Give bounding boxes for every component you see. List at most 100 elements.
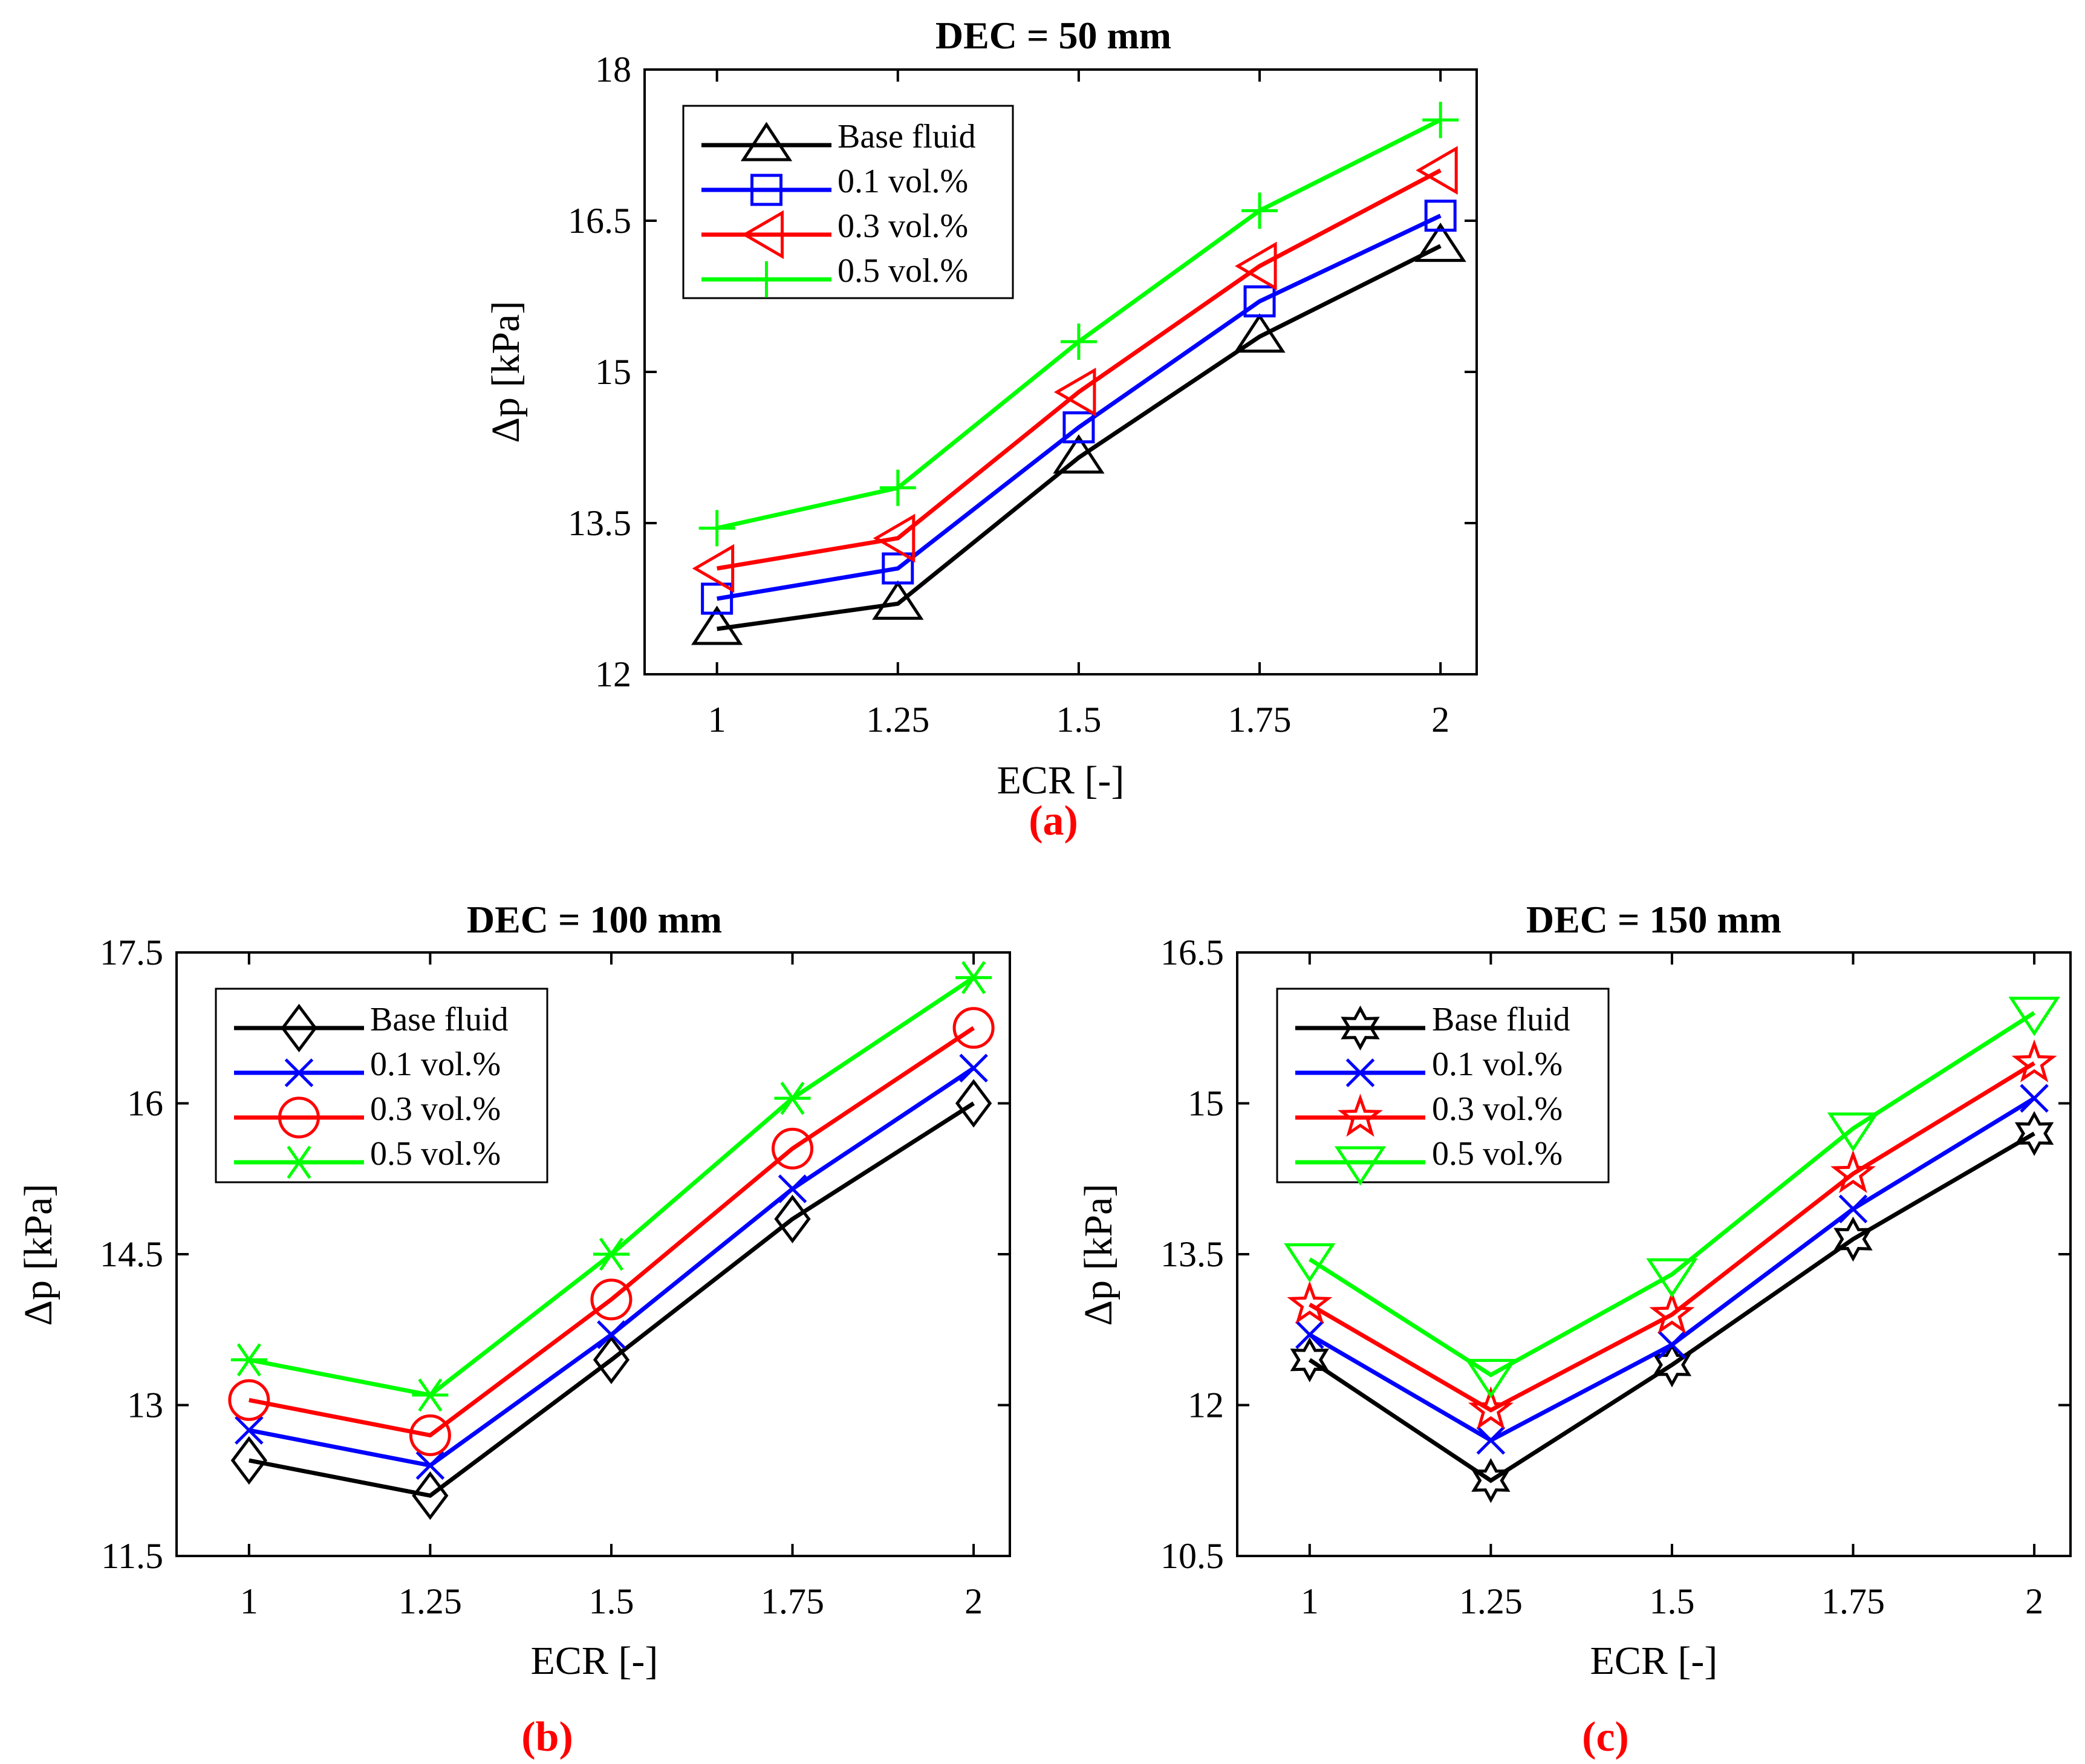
y-tick-label: 12 [595,654,631,694]
x-tick-label: 2 [2025,1581,2043,1621]
data-point-marker [2008,997,2060,1037]
data-point-marker [955,961,992,995]
series-line [1309,1061,2035,1413]
legend-label-0-1-vol: 0.1 vol.% [1432,1046,1563,1083]
y-tick-label: 16.5 [1160,932,1224,972]
data-point-marker [1657,1330,1687,1359]
x-tick-label: 1.5 [588,1581,634,1621]
x-axis-label: ECR [-] [997,758,1125,802]
x-tick-label: 2 [964,1581,983,1621]
legend-label-base-fluid: Base fluid [1432,1001,1570,1038]
axis-ticks: 10.5 12 13.5 15 16.5 1 1.25 1.5 1.75 2 [1160,932,2070,1621]
data-point-marker [412,1378,449,1412]
data-point-marker [698,510,735,547]
series-base-fluid [230,1079,992,1520]
y-axis-label: Δp [kPa] [1076,1184,1121,1326]
data-point-marker [872,580,924,620]
data-point-marker [1833,1216,1873,1262]
panel-label-c: (c) [1582,1714,1629,1760]
y-tick-label: 15 [595,352,631,392]
y-tick-label: 13.5 [1160,1234,1224,1274]
legend-marker-sample [281,1003,317,1053]
legend-box [215,988,548,1183]
data-point-marker [590,1278,633,1321]
data-point-marker [597,1320,626,1349]
data-point-marker [230,1436,267,1485]
data-point-marker [415,1451,445,1480]
legend-label-0-3-vol: 0.3 vol.% [1432,1090,1563,1128]
legend-marker-sample [284,1058,314,1087]
data-point-marker [2011,1039,2057,1082]
data-point-marker [691,605,743,645]
y-tick-label: 13 [127,1385,163,1425]
axes-frame [175,951,1011,1557]
data-point-marker [1827,1112,1879,1152]
legend-marker-sample [740,122,793,161]
data-point-marker [1414,223,1466,262]
data-point-marker [959,1053,988,1083]
series-line [717,244,1442,631]
y-tick-label: 18 [595,50,631,90]
y-tick-label: 13.5 [568,503,631,543]
legend-label-0-3-vol: 0.3 vol.% [838,207,968,245]
legend-label-base-fluid: Base fluid [370,1001,509,1038]
data-point-marker [1060,324,1097,360]
data-point-marker [774,1081,811,1115]
data-point-marker [882,552,914,585]
y-tick-label: 16.5 [568,201,631,241]
series-line [1308,1011,2035,1378]
series-line [249,1101,975,1498]
data-point-marker [230,1343,267,1377]
legend: Base fluid 0.1 vol.% 0.3 vol.% 0.5 vol.% [682,105,1014,299]
series-0-5-vol- [230,961,992,1412]
data-point-marker [879,469,916,506]
series-0-5-vol- [698,102,1459,547]
series-0-1-vol- [235,1053,988,1480]
data-point-marker [1243,285,1276,317]
legend: Base fluid 0.1 vol.% 0.3 vol.% 0.5 vol.% [1276,988,1610,1186]
x-tick-label: 1.75 [1821,1581,1885,1621]
x-tick-label: 1.25 [398,1581,462,1621]
data-point-marker [772,1127,814,1170]
data-point-marker [1649,1290,1695,1334]
legend-box [682,105,1014,299]
series-line [717,168,1442,571]
y-axis-label: Δp [kPa] [484,301,528,443]
data-point-marker [1468,1386,1514,1430]
x-tick-label: 2 [1431,700,1449,740]
series-0-3-vol- [228,1007,995,1456]
data-point-marker [1471,1458,1511,1503]
data-point-marker [1422,102,1459,138]
legend-marker-sample [1334,1146,1387,1186]
data-point-marker [1416,146,1458,195]
data-point-marker [1053,434,1105,474]
data-point-marker [1465,1359,1517,1399]
legend-box [1276,988,1610,1183]
x-tick-label: 1.75 [1228,700,1292,740]
x-axis-label: ECR [-] [1590,1639,1718,1683]
x-tick-label: 1.75 [761,1581,824,1621]
plot-lines [691,102,1466,645]
data-point-marker [774,1194,811,1243]
series-0-1-vol- [1295,1084,2049,1455]
y-tick-label: 11.5 [101,1536,163,1576]
data-point-marker [228,1379,270,1421]
legend-marker-sample [1345,1058,1375,1087]
x-tick-label: 1.25 [866,700,929,740]
data-point-marker [955,1079,992,1128]
x-tick-label: 1 [1301,1581,1319,1621]
series-0-5-vol- [1284,997,2060,1399]
chart-title: DEC = 100 mm [467,898,722,941]
x-tick-label: 1 [708,700,726,740]
data-point-marker [1284,1243,1336,1283]
legend-marker-sample [278,1096,320,1139]
axes-frame [1236,951,2072,1557]
legend-label-0-3-vol: 0.3 vol.% [370,1090,501,1128]
y-tick-label: 12 [1188,1385,1224,1425]
series-line [1308,1131,2035,1483]
series-line [249,1026,975,1438]
plot-lines [228,961,995,1520]
y-tick-label: 10.5 [1160,1536,1224,1576]
y-tick-label: 17.5 [100,932,163,972]
